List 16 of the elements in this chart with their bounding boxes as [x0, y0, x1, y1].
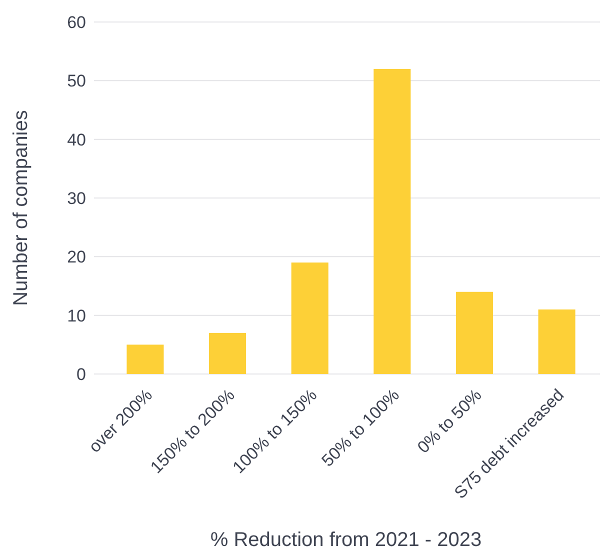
y-tick-label: 20: [67, 248, 86, 267]
bar: [456, 292, 493, 374]
y-tick-label: 30: [67, 188, 86, 208]
y-axis-title: Number of companies: [10, 110, 32, 306]
bar: [209, 332, 246, 374]
y-tick-label: 40: [67, 130, 86, 150]
y-tick-label: 0: [76, 364, 86, 384]
y-tick-label: 10: [67, 306, 86, 326]
bar: [291, 262, 328, 374]
bar: [126, 344, 164, 374]
y-tick-label: 60: [67, 12, 86, 32]
x-tick-label: 0% to 50%: [414, 385, 486, 457]
y-tick-label: 50: [67, 72, 86, 91]
bar: [538, 309, 576, 374]
bar: [374, 68, 411, 374]
x-axis-title: % Reduction from 2021 - 2023: [210, 529, 482, 551]
